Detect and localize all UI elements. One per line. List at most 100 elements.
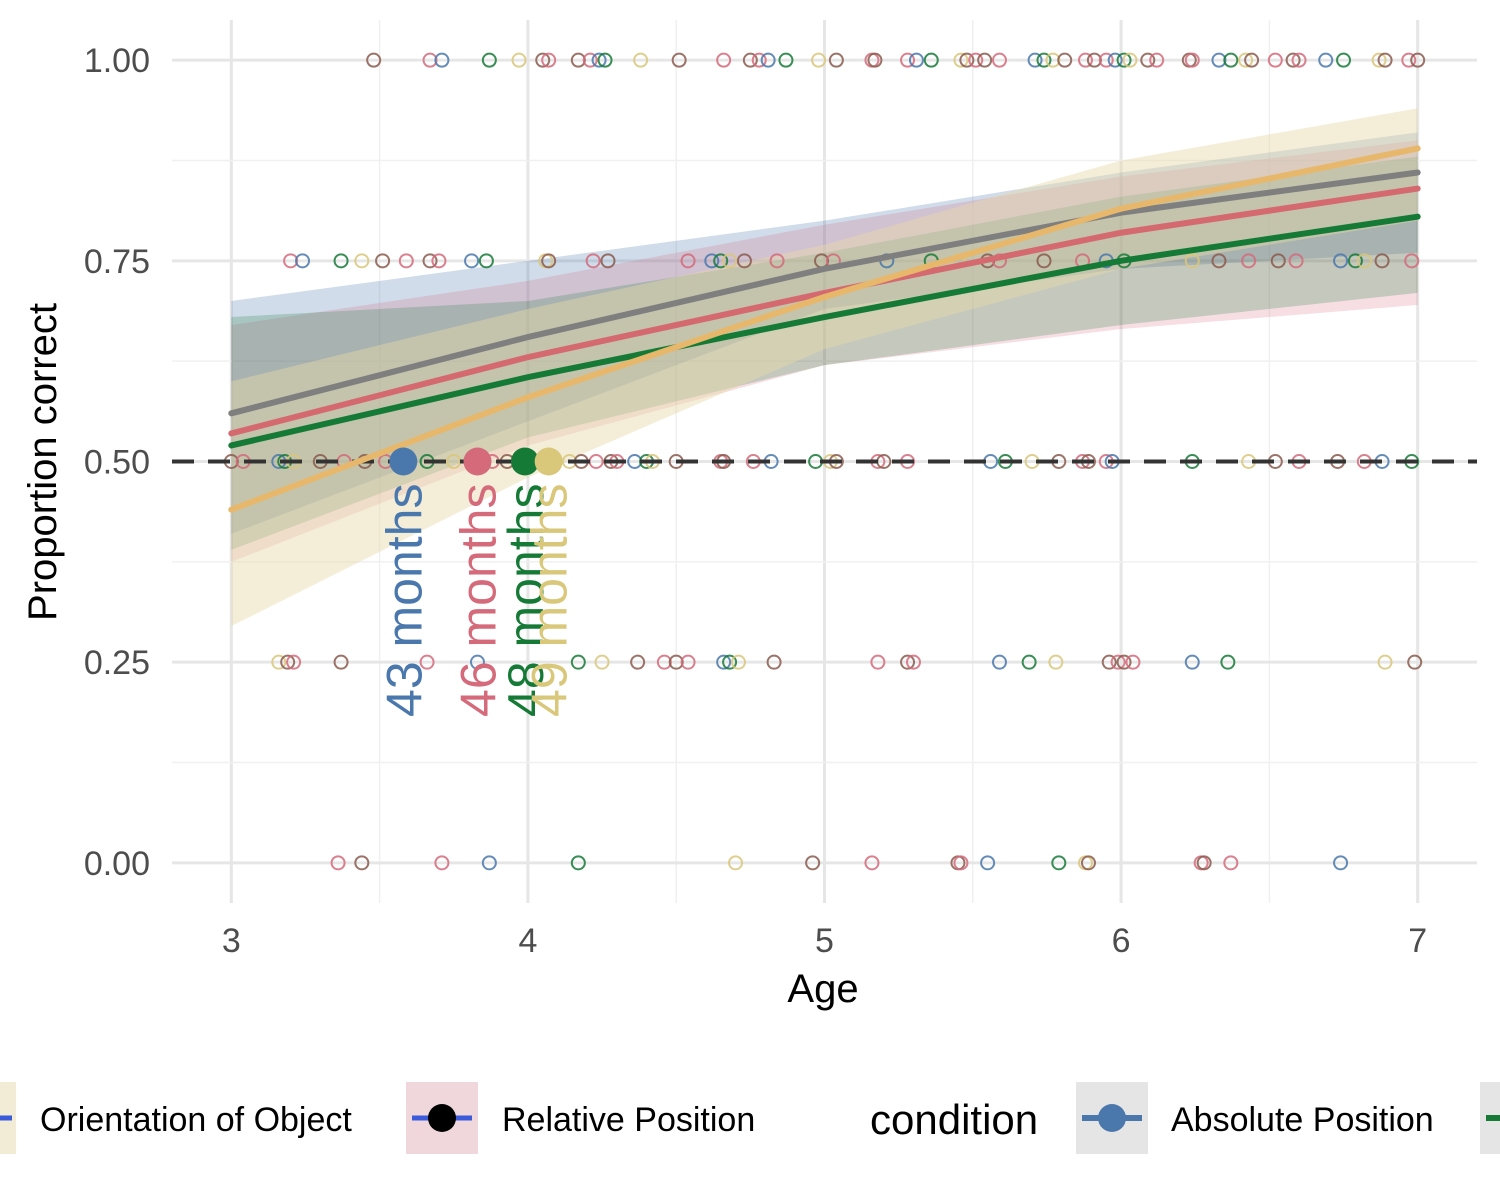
data-point [953,52,969,68]
data-point [1244,52,1260,68]
crossing-label: 49 months [522,484,578,717]
data-point [283,253,299,269]
data-point [1051,855,1067,871]
data-point [728,855,744,871]
data-point [1116,654,1132,670]
x-axis-title: Age [787,967,858,1011]
data-point [570,52,586,68]
data-point [422,253,438,269]
data-point [481,855,497,871]
data-point [1404,253,1420,269]
crossing-point [463,447,492,476]
data-point [760,52,776,68]
data-point [1101,654,1117,670]
data-point [585,253,601,269]
data-point [1223,52,1239,68]
data-point [1125,654,1141,670]
data-point [422,52,438,68]
legend-key-relative-dot [428,1104,456,1132]
data-point [811,52,827,68]
axis-ticks: 3 4 5 6 7 0.00 0.25 0.50 0.75 1.00 [84,42,1427,960]
y-tick-label: 0.75 [84,243,150,281]
data-point [600,253,616,269]
data-point [594,654,610,670]
data-point [1110,654,1126,670]
crossing-point [510,447,539,476]
data-point [828,52,844,68]
crossing-label: 46 months [450,484,506,717]
legend-key-absolute-dot [1098,1104,1126,1132]
crossing-label: 48 months [498,484,554,717]
data-point [1291,52,1307,68]
data-point [1211,52,1227,68]
data-point [1333,855,1349,871]
data-point [295,253,310,269]
fit-line-absolute [228,169,1421,417]
data-point [354,253,370,269]
y-tick-label: 0.00 [84,845,150,883]
data-point [1078,52,1093,68]
crossing-point [534,447,563,476]
data-point [333,253,349,269]
data-point [1267,52,1283,68]
data-point [570,855,586,871]
data-point [1238,52,1254,68]
raw-points [223,52,1426,871]
data-point [469,654,485,670]
data-point [905,654,921,670]
data-point [1149,52,1165,68]
data-point [630,654,646,670]
data-point [1184,654,1200,670]
data-point [597,52,613,68]
data-point [1122,52,1138,68]
fit-line-orientation [228,145,1421,513]
data-point [535,52,551,68]
data-point [419,654,435,670]
data-point [742,52,758,68]
data-point [1336,52,1352,68]
data-point [1270,253,1286,269]
fit-line-relative [228,185,1421,437]
data-point [1184,253,1200,269]
data-point [716,654,732,670]
data-point [354,855,370,871]
data-point [867,52,883,68]
data-point [991,654,1007,670]
data-point [680,654,696,670]
data-point [398,253,414,269]
data-point [1116,52,1132,68]
data-point [778,52,794,68]
data-point [1107,52,1123,68]
data-point [1086,52,1102,68]
data-point [900,654,916,670]
data-point [1318,52,1334,68]
data-point [1407,654,1423,670]
data-point [716,52,732,68]
data-point [713,253,729,269]
data-point [591,52,607,68]
data-point [1371,52,1387,68]
legend-title: condition [870,1096,1038,1143]
data-point [1374,253,1390,269]
x-tick-label: 7 [1408,922,1427,960]
x-tick-label: 5 [815,922,834,960]
data-point [1057,52,1073,68]
data-point [286,654,302,670]
data-point [736,253,752,269]
data-point [431,253,447,269]
data-point [977,52,993,68]
data-point [870,654,886,670]
data-point [481,52,497,68]
data-point [1211,253,1227,269]
y-tick-label: 0.50 [84,444,150,482]
data-point [1241,253,1257,269]
data-point [680,253,696,269]
data-point [959,52,975,68]
legend-label-orientation: Orientation of Object [40,1101,352,1139]
x-tick-label: 3 [222,922,241,960]
data-point [722,654,738,670]
data-point [805,855,821,871]
data-point [864,855,880,871]
data-point [366,52,382,68]
